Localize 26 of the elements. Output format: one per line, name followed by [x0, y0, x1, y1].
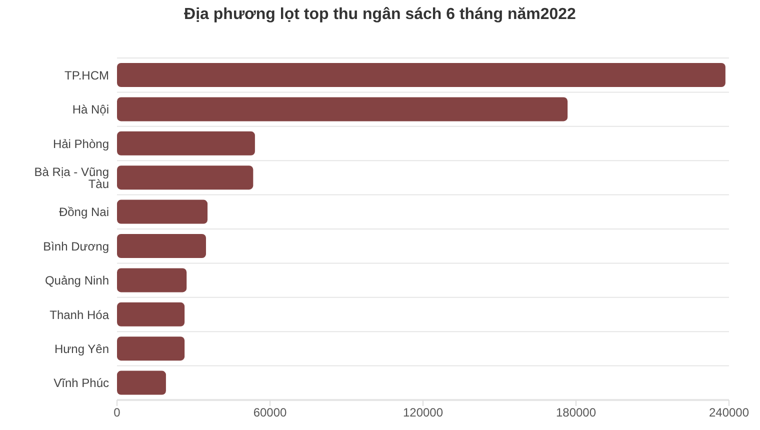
x-tick-label: 0 — [114, 406, 121, 420]
bar — [117, 336, 185, 361]
y-tick-label: TP.HCM — [64, 68, 109, 82]
bar — [117, 302, 185, 326]
bar — [117, 370, 166, 395]
bar — [117, 268, 187, 292]
x-tick-label: 240000 — [708, 406, 750, 420]
bar — [117, 234, 206, 258]
y-tick-label: Bà Rịa - Vũng Tàu — [34, 164, 109, 191]
y-tick-label: Bình Dương — [43, 239, 109, 254]
x-tick-label: 120000 — [402, 406, 444, 420]
y-tick-label: Quảng Ninh — [44, 274, 109, 288]
y-tick-label: Hưng Yên — [54, 342, 109, 356]
y-tick-label: Hải Phòng — [52, 136, 109, 151]
y-tick-label: Thanh Hóa — [50, 308, 110, 322]
bar — [117, 97, 568, 122]
y-tick-label: Vĩnh Phúc — [54, 376, 109, 390]
bar — [117, 200, 208, 224]
chart-title: Địa phương lọt top thu ngân sách 6 tháng năm2022 — [183, 5, 577, 25]
x-tick-label: 180000 — [556, 406, 596, 420]
y-tick-label: Đồng Nai — [58, 205, 109, 220]
x-tick-label: 60000 — [253, 406, 288, 420]
bar — [117, 166, 254, 190]
y-tick-label: Hà Nội — [72, 102, 109, 117]
bar — [117, 131, 255, 156]
bar — [117, 63, 726, 87]
